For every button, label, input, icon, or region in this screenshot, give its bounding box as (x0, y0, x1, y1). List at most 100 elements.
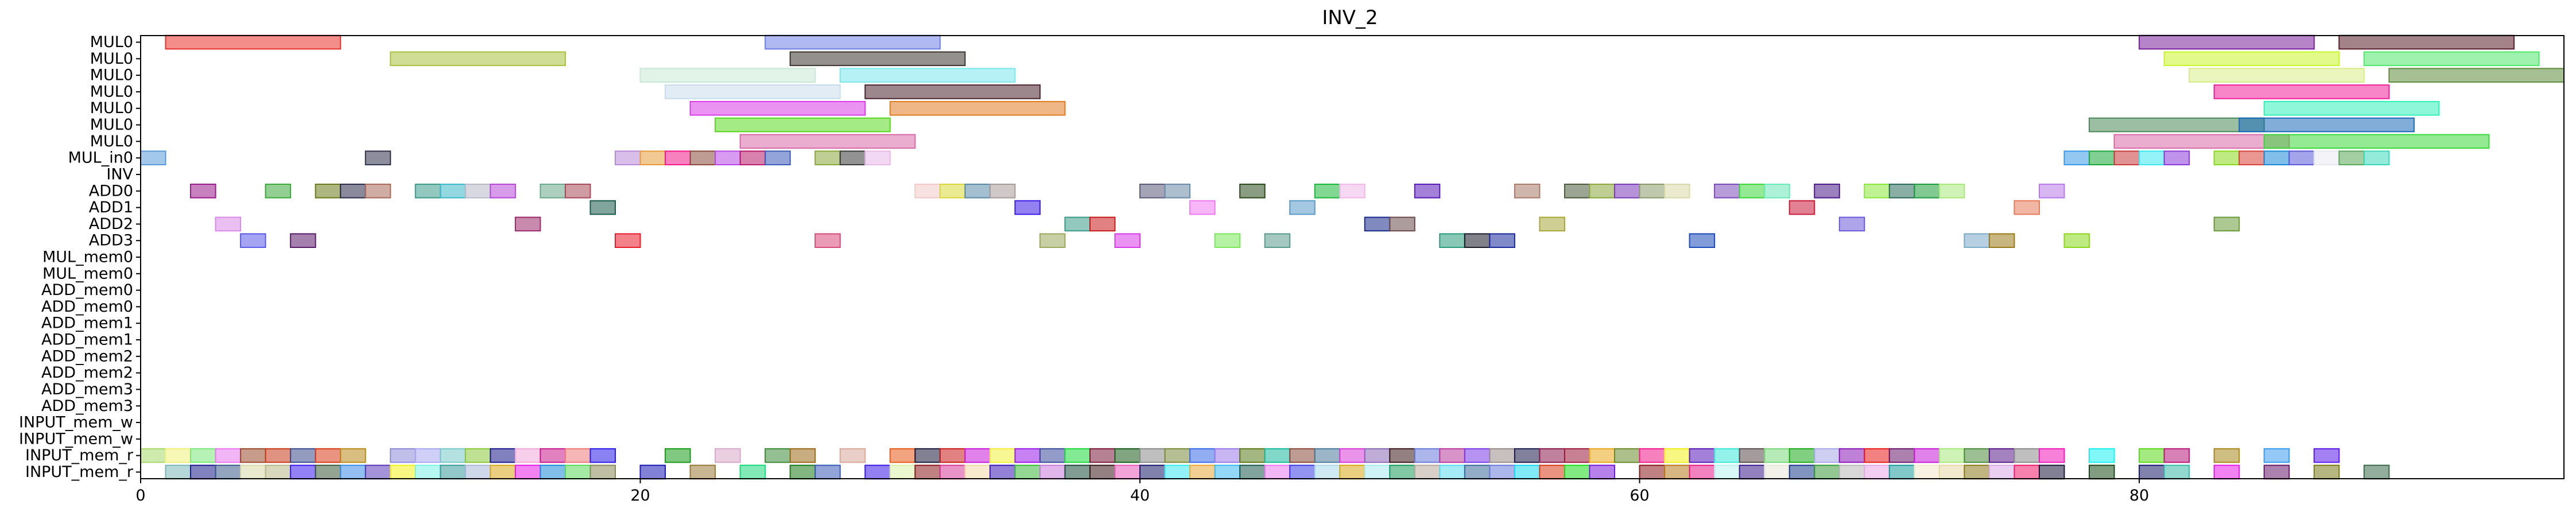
y-tick-label: INPUT_mem_w (19, 430, 133, 448)
y-tick-label: ADD_mem2 (41, 347, 133, 365)
task-bar-mul-in0 (2263, 150, 2290, 165)
task-bar-mul-in0 (715, 150, 741, 165)
task-bar-input-mem-r (390, 464, 416, 480)
task-bar-mul0 (2338, 34, 2515, 50)
task-bar-add0 (1164, 183, 1191, 199)
x-tick-label: 40 (1130, 487, 1150, 505)
task-bar-input-mem-r (1389, 448, 1415, 463)
task-bar-mul0 (639, 68, 816, 83)
task-bar-add3 (2063, 233, 2090, 249)
task-bar-input-mem-r (1639, 448, 1666, 463)
task-bar-input-mem-r (789, 464, 816, 480)
task-bar-input-mem-r (1938, 448, 1965, 463)
task-bar-mul0 (2163, 51, 2340, 67)
task-bar-input-mem-r (490, 448, 516, 463)
y-axis: MUL0MUL0MUL0MUL0MUL0MUL0MUL0MUL_in0INVAD… (19, 33, 141, 481)
task-bar-input-mem-r (1814, 464, 1840, 480)
task-bar-add2 (1838, 216, 1865, 232)
task-bar-input-mem-r (1864, 448, 1890, 463)
task-bar-input-mem-r (1689, 448, 1716, 463)
task-bar-input-mem-r (490, 464, 516, 480)
task-bar-input-mem-r (889, 448, 916, 463)
task-bar-input-mem-r (1214, 464, 1241, 480)
task-bar-add2 (514, 216, 541, 232)
task-bar-input-mem-r (215, 464, 242, 480)
task-bar-mul0 (689, 100, 866, 116)
task-bar-input-mem-r (1314, 464, 1341, 480)
task-bar-mul-in0 (739, 150, 766, 165)
task-bar-add0 (1414, 183, 1441, 199)
task-bar-mul0 (2089, 117, 2265, 133)
task-bar-mul0 (2239, 117, 2415, 133)
task-bar-input-mem-r (1089, 448, 1116, 463)
task-bar-add0 (490, 183, 516, 199)
task-bar-input-mem-r (1838, 448, 1865, 463)
task-bar-add0 (1314, 183, 1341, 199)
task-bar-input-mem-r (2038, 448, 2065, 463)
task-bar-input-mem-r (2089, 464, 2115, 480)
task-bar-mul-in0 (864, 150, 891, 165)
task-bar-mul0 (715, 117, 891, 133)
task-bar-input-mem-r (1514, 464, 1541, 480)
task-bar-input-mem-r (814, 464, 841, 480)
task-bar-add0 (414, 183, 441, 199)
task-bar-input-mem-r (739, 464, 766, 480)
task-bar-input-mem-r (1114, 464, 1141, 480)
task-bar-mul0 (165, 34, 342, 50)
task-bar-add3 (1464, 233, 1491, 249)
task-bar-add0 (1614, 183, 1640, 199)
y-tick-label: MUL0 (90, 83, 133, 100)
task-bar-input-mem-r (1314, 448, 1341, 463)
task-bar-input-mem-r (2139, 464, 2165, 480)
task-bar-mul-in0 (765, 150, 791, 165)
y-tick-label: ADD_mem3 (41, 397, 133, 415)
chart-title: INV_2 (1322, 6, 1378, 29)
task-bar-add0 (1764, 183, 1790, 199)
task-bar-input-mem-r (1489, 464, 1515, 480)
task-bar-input-mem-r (1888, 464, 1915, 480)
task-bar-input-mem-r (265, 464, 292, 480)
task-bar-add3 (1114, 233, 1141, 249)
task-bar-input-mem-r (364, 464, 391, 480)
y-tick-label: INV (106, 165, 133, 183)
task-bar-input-mem-r (1864, 464, 1890, 480)
task-bar-input-mem-r (2014, 448, 2040, 463)
task-bar-input-mem-r (1289, 448, 1316, 463)
task-bar-mul-in0 (689, 150, 716, 165)
task-bar-input-mem-r (1689, 464, 1716, 480)
task-bar-add1 (1189, 200, 1216, 215)
task-bar-mul-in0 (2363, 150, 2390, 165)
task-bar-add3 (240, 233, 266, 249)
task-bar-add0 (1514, 183, 1541, 199)
task-bar-input-mem-r (1139, 464, 1166, 480)
task-bar-input-mem-r (464, 464, 491, 480)
task-bar-mul-in0 (2313, 150, 2340, 165)
task-bar-input-mem-r (1339, 464, 1365, 480)
task-bar-mul0 (2213, 84, 2390, 99)
task-bar-input-mem-r (1464, 464, 1491, 480)
task-bar-input-mem-r (1964, 448, 1990, 463)
task-bar-input-mem-r (1814, 448, 1840, 463)
task-bar-add3 (1689, 233, 1716, 249)
task-bar-mul0 (2113, 134, 2290, 149)
task-bar-mul-in0 (2213, 150, 2240, 165)
task-bar-input-mem-r (1914, 464, 1940, 480)
y-tick-label: MUL0 (90, 50, 133, 68)
task-bar-mul0 (765, 34, 941, 50)
task-bar-input-mem-r (1914, 448, 1940, 463)
task-bar-input-mem-r (240, 464, 266, 480)
task-bar-input-mem-r (2163, 464, 2190, 480)
task-bar-input-mem-r (340, 448, 366, 463)
task-bar-input-mem-r (715, 448, 741, 463)
task-bar-mul0 (2139, 34, 2315, 50)
task-bar-input-mem-r (440, 448, 466, 463)
task-bar-add2 (1064, 216, 1091, 232)
task-bar-input-mem-r (1464, 448, 1491, 463)
task-bar-mul0 (2388, 68, 2565, 83)
task-bar-input-mem-r (540, 448, 566, 463)
task-bar-add3 (1039, 233, 1066, 249)
task-bar-input-mem-r (2213, 464, 2240, 480)
task-bar-mul0 (889, 100, 1066, 116)
task-bar-input-mem-r (2263, 464, 2290, 480)
